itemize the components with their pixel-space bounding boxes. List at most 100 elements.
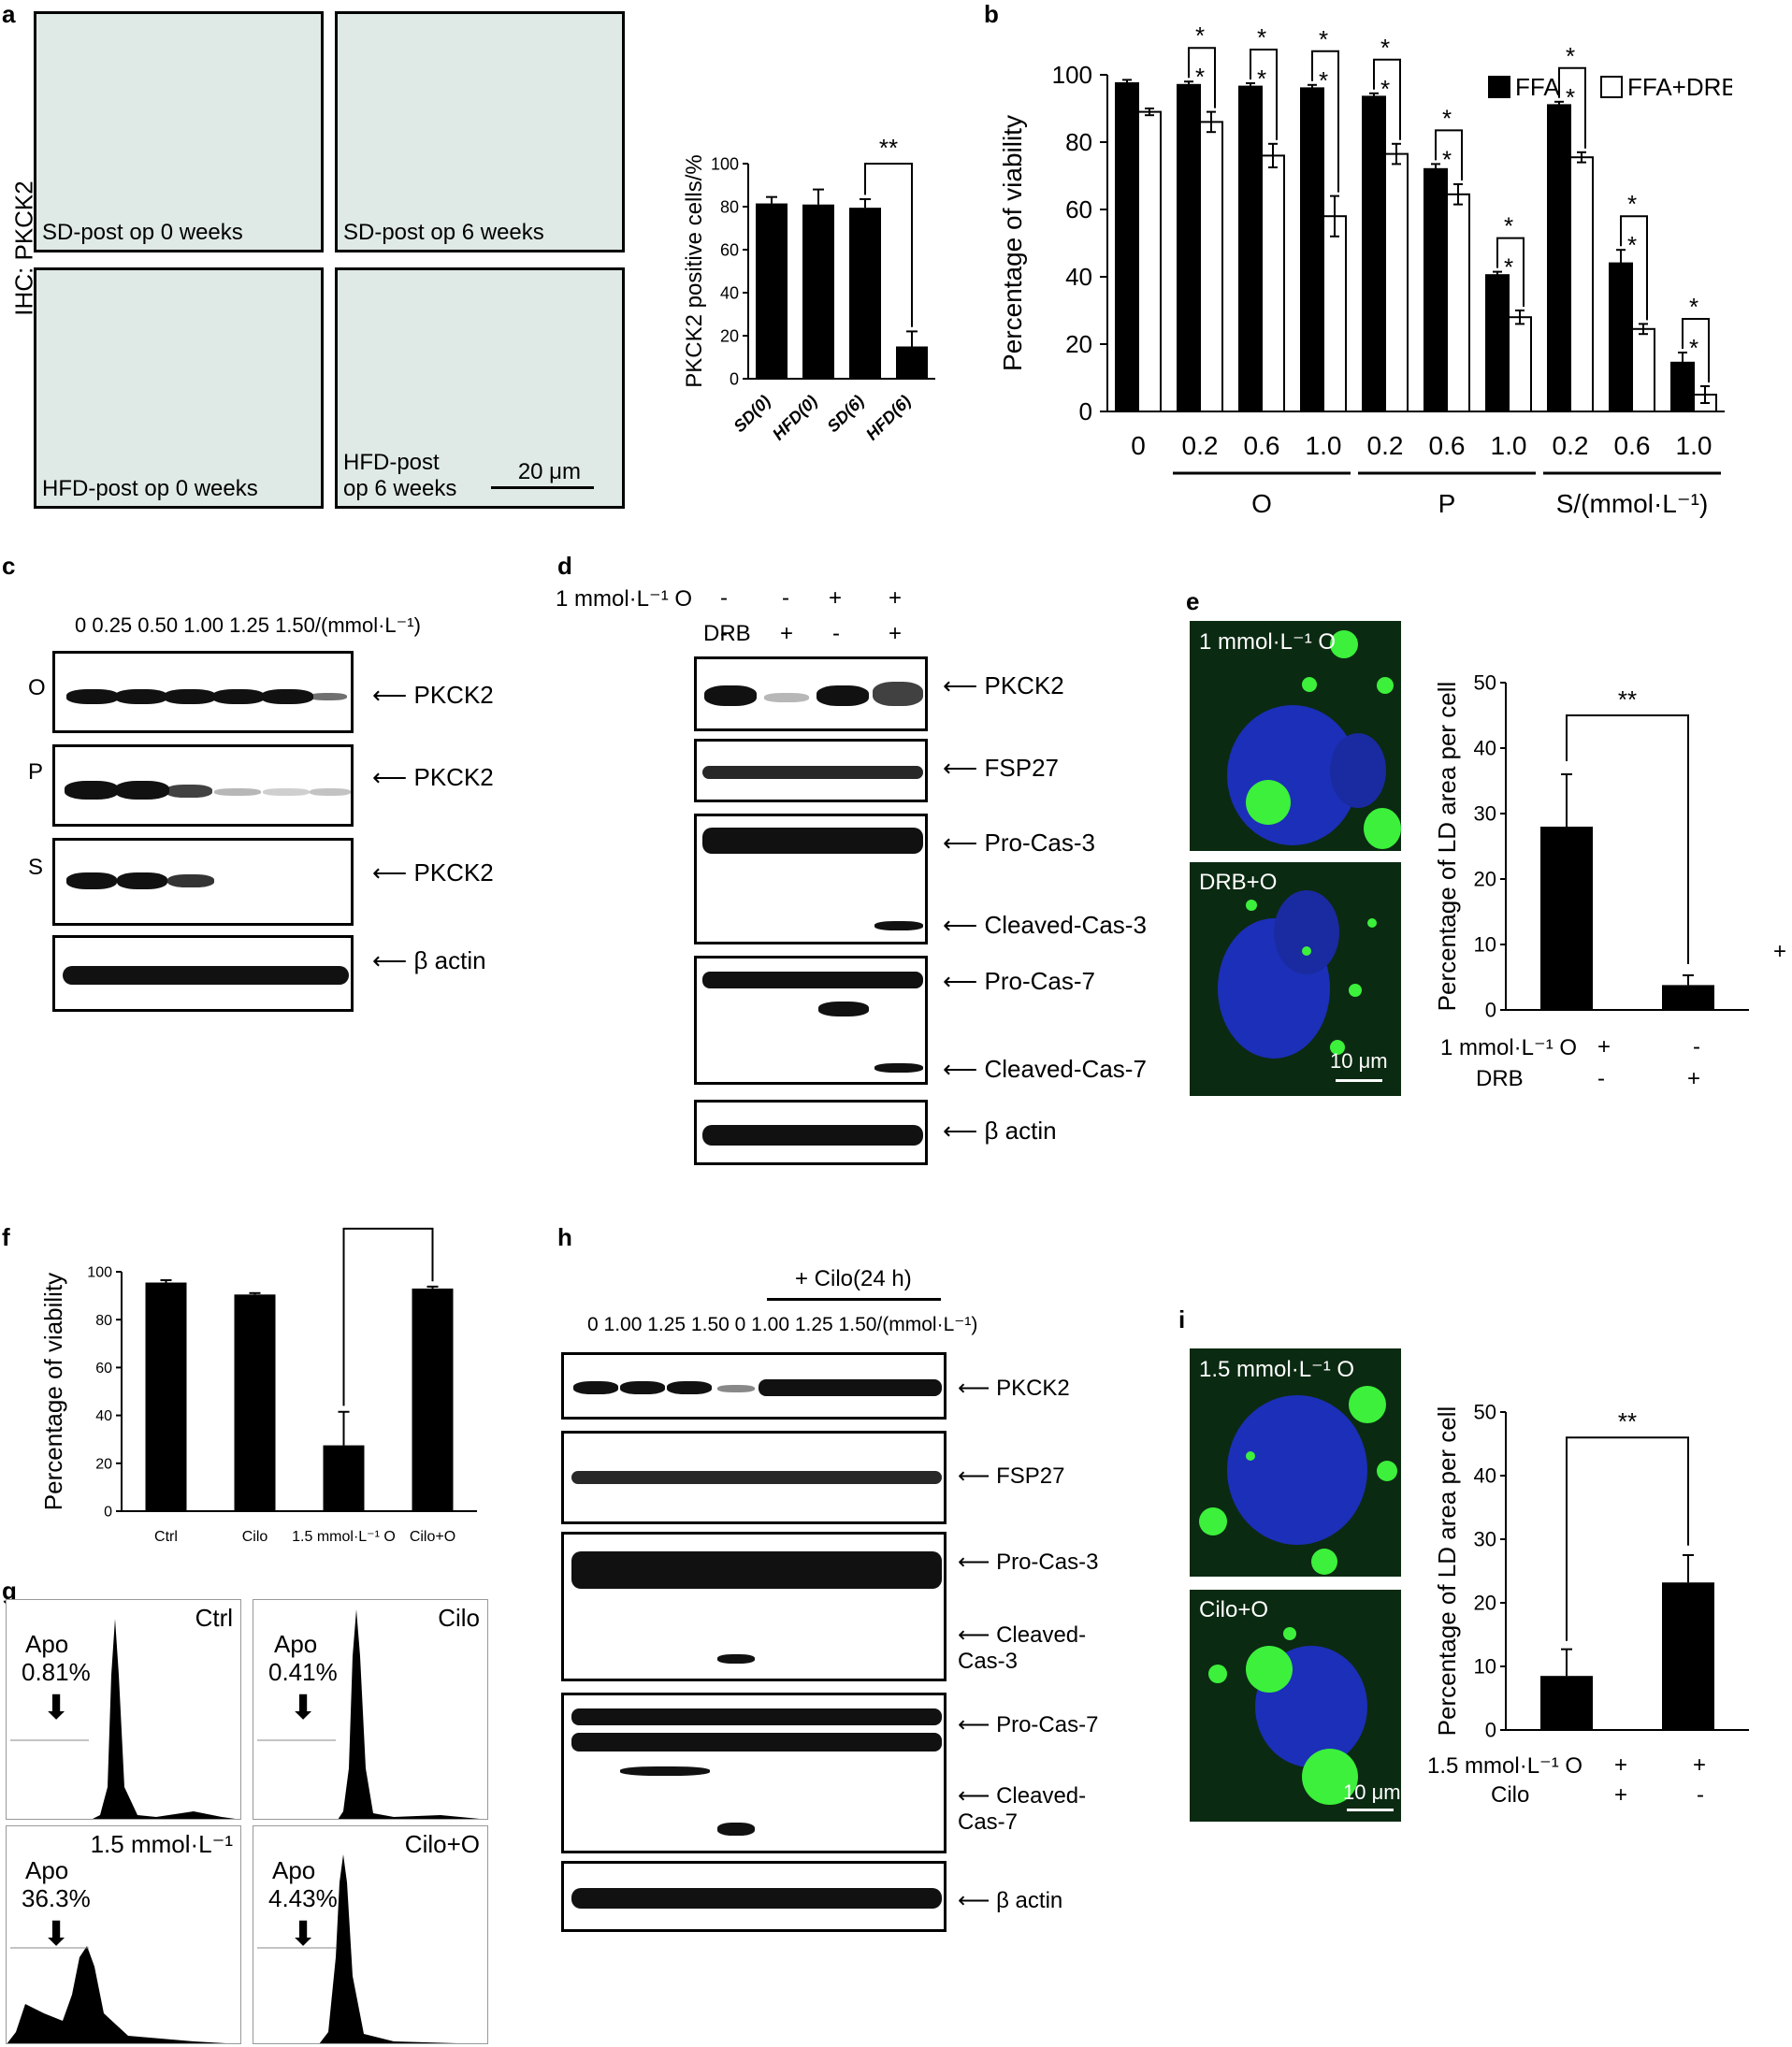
flow-pct: 36.3%	[22, 1884, 91, 1912]
blot-c-s	[52, 838, 354, 926]
y-axis-label: Percentage of viability	[39, 1273, 67, 1510]
flow-title: Cilo	[438, 1604, 480, 1632]
bar-ffa	[1362, 95, 1386, 413]
y-tick-label: 0	[104, 1505, 112, 1521]
blot-c-label-3: ⟵ PKCK2	[372, 858, 494, 887]
flow-apo: Apo	[25, 1630, 69, 1658]
y-tick-label: 40	[1474, 1464, 1496, 1488]
down-arrow-icon: ⬇	[289, 1914, 318, 1953]
micrograph-caption: SD-post op 0 weeks	[42, 220, 243, 245]
blot-h-fsp27	[561, 1431, 947, 1524]
legend-label: FFA	[1515, 73, 1560, 101]
bar-ffa-drb	[1384, 152, 1409, 412]
flow-pct: 0.41%	[268, 1658, 338, 1686]
flow-pct: 0.81%	[22, 1658, 91, 1686]
x-tick-label: 0	[1131, 431, 1146, 460]
flow-apo: Apo	[25, 1856, 69, 1884]
down-arrow-icon: ⬇	[42, 1688, 71, 1726]
x-tick-label: 0.6	[1244, 431, 1280, 460]
blot-c-row-o: O	[28, 675, 46, 700]
blot-d-cas3	[694, 814, 928, 944]
flow-title: Ctrl	[195, 1604, 233, 1632]
sign: +	[889, 621, 903, 646]
scale-bar	[1347, 1809, 1394, 1811]
y-tick-label: 20	[1474, 1592, 1496, 1615]
bar-ffa-drb	[1322, 215, 1347, 412]
significance-bracket	[1250, 49, 1278, 140]
significance-label: *	[1566, 83, 1575, 111]
bar-ffa-drb	[1137, 110, 1162, 412]
y-tick-label: 80	[720, 197, 739, 216]
fluor-e-2: DRB+O 10 μm	[1190, 862, 1401, 1096]
micrograph-caption: HFD-post op 6 weeks	[343, 450, 457, 501]
y-tick-label: 40	[1065, 263, 1092, 291]
flow-pct: 4.43%	[268, 1884, 338, 1912]
scale-label: 10 μm	[1330, 1049, 1388, 1073]
micrograph-hfd-6: HFD-post op 6 weeks 20 μm	[335, 267, 625, 509]
x-tick-label: SD(6)	[823, 392, 867, 436]
y-tick-label: 20	[1474, 868, 1496, 891]
blot-c-row-s: S	[28, 855, 44, 880]
blot-h-cas7	[561, 1693, 947, 1853]
x-tick-label: HFD(6)	[862, 392, 915, 444]
sign: +	[1693, 1752, 1707, 1778]
legend-label: FFA+DRB	[1627, 73, 1732, 101]
blot-c-row-p: P	[28, 759, 44, 785]
y-tick-label: 100	[711, 154, 739, 173]
fluor-i-2: Cilo+O 10 μm	[1190, 1590, 1401, 1822]
significance-bracket	[1566, 714, 1689, 964]
fluor-e-1: 1 mmol·L⁻¹ O	[1190, 621, 1401, 851]
blot-h-label-2: ⟵ FSP27	[958, 1463, 1065, 1489]
bar-ffa-drb	[1446, 193, 1470, 412]
i-cond1: 1.5 mmol·L⁻¹ O	[1427, 1753, 1583, 1779]
blot-h-label-6: ⟵ Cleaved- Cas-7	[958, 1783, 1087, 1835]
sign: +	[1614, 1782, 1628, 1808]
x-tick-label: 0.6	[1429, 431, 1466, 460]
significance-bracket	[1566, 1436, 1689, 1641]
fluor-caption: DRB+O	[1199, 870, 1278, 895]
significance-label: *	[1504, 253, 1513, 281]
significance-label: **	[879, 134, 898, 162]
micrograph-caption: SD-post op 6 weeks	[343, 220, 544, 245]
y-tick-label: 40	[1474, 737, 1496, 760]
blot-c-label-4: ⟵ β actin	[372, 946, 486, 974]
flow-apo: Apo	[272, 1856, 316, 1884]
bar	[1540, 827, 1593, 1010]
y-tick-label: 30	[1474, 802, 1496, 826]
blot-c-actin	[52, 935, 354, 1012]
y-tick-label: 80	[1065, 128, 1092, 156]
x-tick-label: 1.5 mmol·L⁻¹ O	[292, 1529, 396, 1545]
blot-d-cas7	[694, 956, 928, 1085]
cilo-line	[767, 1298, 941, 1301]
scale-label: 10 μm	[1343, 1780, 1401, 1804]
blot-d-actin	[694, 1100, 928, 1165]
bar	[896, 346, 928, 379]
micrograph-caption: HFD-post op 0 weeks	[42, 476, 258, 501]
significance-bracket	[1496, 237, 1525, 307]
blot-d-o-label: 1 mmol·L⁻¹ O	[556, 586, 693, 612]
blot-h-pkck2	[561, 1352, 947, 1420]
blot-d-label-6: ⟵ Cleaved-Cas-7	[943, 1055, 1147, 1083]
y-tick-label: 60	[720, 240, 739, 259]
significance-label: **	[379, 1216, 397, 1227]
flow-cilo: Cilo Apo 0.41% ⬇	[253, 1599, 488, 1820]
significance-bracket	[1311, 50, 1339, 193]
blot-c-label-1: ⟵ PKCK2	[372, 681, 494, 709]
bar-ffa	[1115, 82, 1139, 412]
x-tick-label: HFD(0)	[769, 392, 821, 444]
x-tick-label: 1.0	[1491, 431, 1527, 460]
significance-bracket	[1435, 129, 1463, 180]
sign: +	[1597, 1034, 1611, 1060]
blot-h-cas3	[561, 1532, 947, 1681]
y-tick-label: 0	[1485, 1719, 1496, 1742]
bar	[412, 1288, 454, 1511]
significance-label: *	[1689, 293, 1698, 321]
e-cond1: 1 mmol·L⁻¹ O	[1440, 1035, 1578, 1060]
sign: -	[782, 585, 789, 611]
blot-h-label-4: ⟵ Cleaved- Cas-3	[958, 1622, 1087, 1674]
blot-h-cilo: + Cilo(24 h)	[795, 1266, 912, 1291]
i-cond2: Cilo	[1491, 1782, 1530, 1808]
y-tick-label: 30	[1474, 1528, 1496, 1551]
y-axis-label: Percentage of LD area per cell	[1433, 1406, 1461, 1737]
y-tick-label: 50	[1474, 671, 1496, 695]
